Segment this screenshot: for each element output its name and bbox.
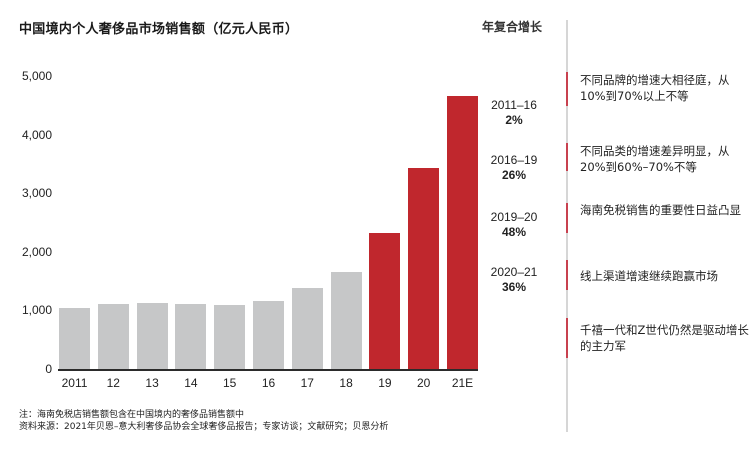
- x-tick-label: 2011: [61, 376, 88, 390]
- note-accent-bar: [566, 318, 568, 358]
- y-tick-label: 5,000: [21, 69, 52, 83]
- bar-15: [214, 304, 246, 370]
- bar-20: [408, 168, 440, 370]
- cagr-period: 2016–19: [490, 153, 538, 167]
- x-tick-label: 21E: [451, 376, 474, 390]
- y-tick-label: 1,000: [21, 303, 52, 318]
- note-accent-bar: [566, 260, 568, 290]
- cagr-rate: 36%: [501, 280, 527, 294]
- bar-14: [175, 303, 207, 370]
- y-tick-label: 3,000: [21, 186, 52, 201]
- cagr-period: 2011–16: [491, 98, 537, 112]
- cagr-item: 2011–16 2%: [484, 98, 544, 128]
- note-item: 海南免税销售的重要性日益凸显: [580, 203, 741, 217]
- x-tick-label: 12: [106, 376, 120, 390]
- note-accent-bar: [566, 143, 568, 171]
- cagr-item: 2020–21 36%: [484, 265, 544, 295]
- cagr-rate: 26%: [501, 168, 527, 182]
- note-item: 千禧一代和Z世代仍然是驱动增长的主力军: [580, 323, 749, 353]
- cagr-rate: 2%: [505, 113, 523, 127]
- bar-2011: [59, 308, 90, 370]
- x-tick-label: 20: [417, 376, 431, 390]
- bar-18: [330, 271, 362, 370]
- bar-12: [97, 303, 129, 370]
- bar-17: [291, 287, 323, 370]
- y-tick-label: 0: [45, 362, 52, 376]
- x-tick-label: 16: [261, 376, 276, 390]
- chart-title: 中国境内个人奢侈品市场销售额（亿元人民币）: [19, 22, 299, 37]
- x-tick-label: 18: [339, 376, 353, 390]
- y-tick-label: 2,000: [21, 244, 52, 259]
- footnote: 注：海南免税店销售额包含在中国境内的奢侈品销售额中: [19, 410, 245, 420]
- cagr-item: 2019–20 48%: [484, 210, 544, 240]
- note-accent-bar: [566, 203, 568, 233]
- source-note: 资料来源：2021年贝恩–意大利奢侈品协会全球奢侈品报告；专家访谈；文献研究；贝…: [19, 422, 389, 432]
- x-tick-label: 14: [184, 376, 198, 390]
- x-tick-label: 17: [300, 376, 314, 390]
- cagr-item: 2016–19 26%: [484, 153, 544, 183]
- cagr-period: 2019–20: [490, 210, 538, 224]
- note-item: 线上渠道增速继续跑赢市场: [580, 269, 718, 283]
- x-tick-label: 13: [145, 376, 159, 390]
- bar-13: [136, 302, 168, 370]
- bar-19: [369, 233, 401, 370]
- x-tick-label: 15: [223, 376, 237, 390]
- note-item: 不同品类的增速差异明显，从20%到60%–70%不等: [580, 144, 730, 174]
- x-axis-line: [58, 369, 478, 371]
- cagr-period: 2020–21: [490, 265, 538, 279]
- note-accent-bar: [566, 72, 568, 106]
- y-tick-label: 4,000: [21, 127, 52, 142]
- x-tick-label: 19: [378, 376, 392, 390]
- bar-16: [253, 301, 284, 370]
- bar-21E: [447, 95, 478, 370]
- cagr-rate: 48%: [501, 225, 527, 239]
- cagr-header: 年复合增长: [482, 20, 543, 34]
- note-item: 不同品牌的增速大相径庭，从10%到70%以上不等: [580, 73, 730, 103]
